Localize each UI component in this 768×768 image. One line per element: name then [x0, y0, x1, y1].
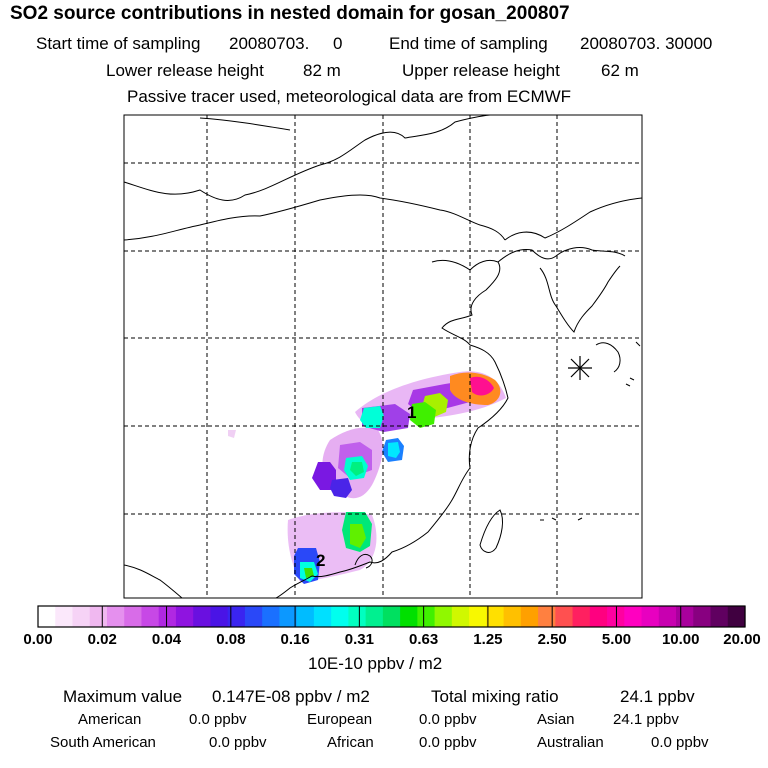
region-value: 0.0 ppbv	[189, 711, 247, 728]
region-value: 0.0 ppbv	[209, 734, 267, 751]
colorbar-tick-label: 0.63	[409, 631, 439, 648]
colorbar-cell	[417, 606, 436, 627]
colorbar-cell	[676, 606, 694, 627]
total-mixing-label: Total mixing ratio	[431, 687, 559, 706]
max-value-label: Maximum value	[63, 687, 183, 706]
upper-height-label: Upper release height	[402, 61, 560, 80]
colorbar-cell	[658, 606, 677, 627]
colorbar-cell	[572, 606, 591, 627]
colorbar-cell	[503, 606, 522, 627]
colorbar-cell	[710, 606, 729, 627]
region-name: European	[307, 711, 373, 728]
end-time-value: 20080703. 30000	[580, 34, 713, 53]
colorbar-cell	[210, 606, 229, 627]
colorbar-tick-label: 0.04	[151, 631, 182, 648]
colorbar-cell	[244, 606, 263, 627]
colorbar-cell	[589, 606, 608, 627]
colorbar-cell	[331, 606, 349, 627]
end-time-label: End time of sampling	[389, 34, 548, 53]
colorbar-cell	[520, 606, 539, 627]
region-name: South American	[50, 734, 156, 751]
source-marker-2: 2	[316, 551, 326, 570]
plume	[228, 371, 506, 584]
colorbar-cell	[365, 606, 384, 627]
colorbar-cell	[555, 606, 574, 627]
colorbar-unit: 10E-10 ppbv / m2	[308, 654, 443, 673]
map-grid	[124, 115, 642, 598]
colorbar-cell	[193, 606, 212, 627]
lower-height-label: Lower release height	[106, 61, 264, 80]
colorbar-cell	[434, 606, 453, 627]
colorbar-cell	[55, 606, 74, 627]
colorbar-tick-label: 10.00	[661, 631, 700, 648]
colorbar-cell	[175, 606, 194, 627]
colorbar-cell	[693, 606, 712, 627]
colorbar-cell	[124, 606, 143, 627]
colorbar-tick-label: 0.08	[216, 631, 246, 648]
colorbar-cell	[538, 606, 556, 627]
colorbar-cell	[158, 606, 177, 627]
colorbar-cell	[486, 606, 505, 627]
region-name: American	[78, 711, 142, 728]
colorbar-cell	[400, 606, 418, 627]
colorbar-cell	[624, 606, 643, 627]
start-time-value: 20080703. 0	[229, 34, 343, 53]
colorbar-tick-label: 0.00	[23, 631, 53, 648]
colorbar-cell	[72, 606, 91, 627]
colorbar-tick-label: 0.02	[87, 631, 117, 648]
region-value: 0.0 ppbv	[419, 734, 477, 751]
colorbar-tick-label: 2.50	[537, 631, 567, 648]
colorbar-cell	[262, 606, 281, 627]
colorbar-tick-label: 0.16	[280, 631, 310, 648]
region-value: 0.0 ppbv	[419, 711, 477, 728]
colorbar-cell	[469, 606, 487, 627]
colorbar-cell	[348, 606, 367, 627]
colorbar-cell	[727, 606, 746, 627]
region-value: 0.0 ppbv	[651, 734, 709, 751]
colorbar-cell	[382, 606, 401, 627]
colorbar-cell	[296, 606, 315, 627]
colorbar-cell	[227, 606, 246, 627]
colorbar-cell	[279, 606, 298, 627]
region-name: Asian	[537, 711, 575, 728]
colorbar-cell	[38, 606, 56, 627]
max-value: 0.147E-08 ppbv / m2	[212, 687, 370, 706]
colorbar-tick-label: 20.00	[723, 631, 761, 648]
colorbar-cell	[451, 606, 470, 627]
data-source-note: Passive tracer used, meteorological data…	[127, 87, 572, 106]
upper-height-value: 62 m	[601, 61, 639, 80]
source-marker-1: 1	[407, 403, 417, 422]
lower-height-value: 82 m	[303, 61, 341, 80]
colorbar-cell	[313, 606, 332, 627]
page-title: SO2 source contributions in nested domai…	[10, 3, 570, 24]
region-value: 24.1 ppbv	[613, 711, 679, 728]
colorbar-cell	[106, 606, 125, 627]
start-time-label: Start time of sampling	[36, 34, 201, 53]
map-frame	[123, 114, 643, 599]
star-icon	[568, 356, 592, 380]
region-name: African	[327, 734, 374, 751]
colorbar-cell	[141, 606, 160, 627]
colorbar-tick-label: 0.31	[344, 631, 374, 648]
colorbar-tick-label: 1.25	[473, 631, 503, 648]
colorbar-cell	[641, 606, 660, 627]
colorbar-cell	[89, 606, 108, 627]
colorbar-tick-label: 5.00	[601, 631, 632, 648]
total-mixing-value: 24.1 ppbv	[620, 687, 695, 706]
region-name: Australian	[537, 734, 604, 751]
